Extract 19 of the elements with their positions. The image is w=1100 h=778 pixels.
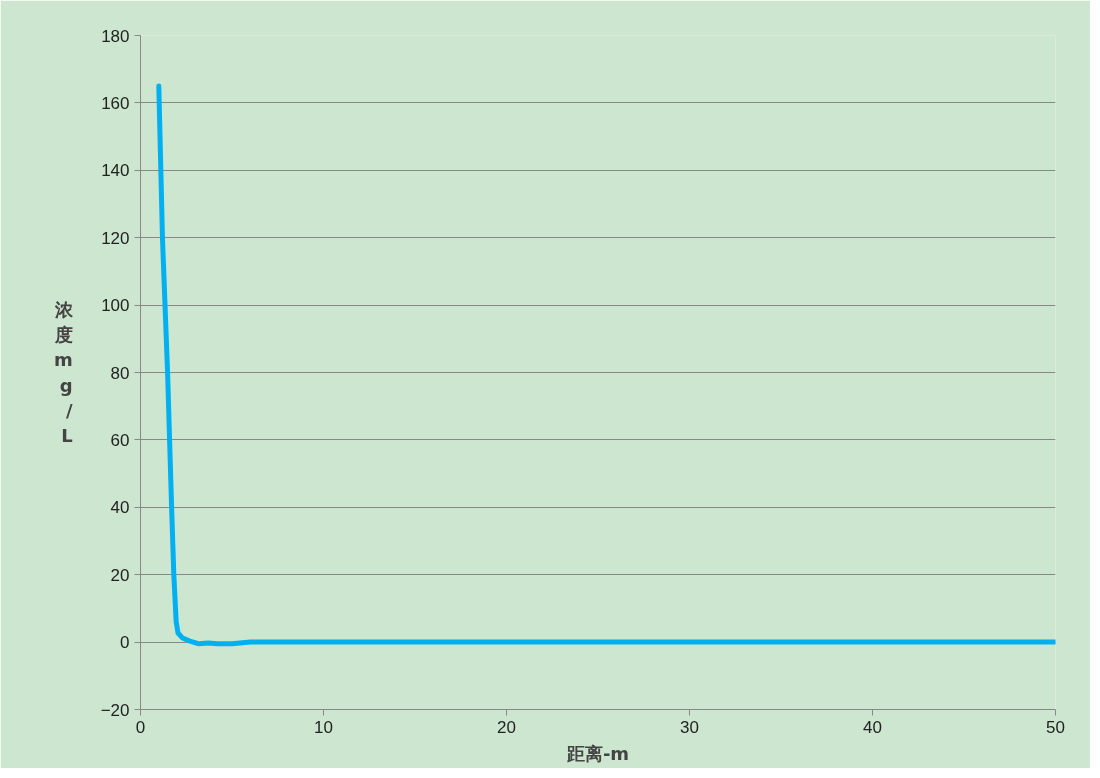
- y-tick-label: 60: [110, 430, 130, 450]
- x-tick-label: 40: [863, 717, 882, 737]
- y-tick-label: 140: [101, 161, 130, 181]
- x-tick-label: 50: [1046, 717, 1065, 737]
- x-tick-label: 20: [497, 717, 516, 737]
- y-axis-title: 浓度mg/L: [53, 299, 74, 446]
- y-tick-label: 180: [101, 26, 130, 46]
- y-tick-label: 100: [101, 296, 130, 316]
- x-tick-label: 0: [135, 717, 146, 737]
- x-tick-label: 30: [680, 717, 699, 737]
- y-tick-label: −20: [100, 700, 130, 720]
- y-tick-label: 160: [101, 93, 130, 113]
- y-tick-label: 80: [110, 363, 130, 383]
- y-tick-label: 0: [120, 633, 130, 653]
- y-tick-label: 20: [110, 565, 130, 585]
- y-tick-label: 120: [101, 228, 130, 248]
- y-tick-label: 40: [110, 498, 130, 518]
- x-tick-label: 10: [314, 717, 333, 737]
- x-axis-title: 距离-m: [565, 742, 630, 764]
